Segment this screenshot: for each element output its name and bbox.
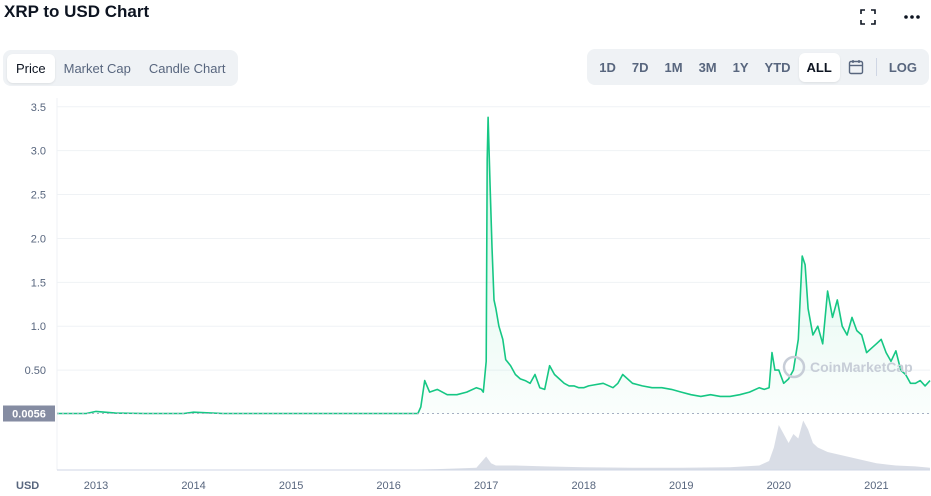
price-series [57, 116, 931, 415]
tab-candle-chart[interactable]: Candle Chart [148, 60, 226, 76]
volume-area [388, 420, 931, 470]
y-axis: 0.50 1.0 1.5 2.0 2.5 3.0 3.5 [25, 102, 46, 377]
chart-actions [857, 6, 923, 28]
y-tick-label: 1.0 [31, 321, 46, 333]
price-area-fill [57, 117, 930, 415]
fullscreen-icon[interactable] [857, 6, 879, 28]
range-all[interactable]: ALL [798, 52, 840, 82]
log-toggle[interactable]: LOG [888, 59, 917, 75]
x-tick-label: 2018 [571, 480, 595, 492]
tab-price[interactable]: Price [7, 53, 55, 83]
y-tick-label: 0.50 [25, 365, 46, 377]
x-tick-label: 2015 [279, 480, 303, 492]
current-price-label: 0.0056 [12, 409, 46, 421]
watermark-text: CoinMarketCap [810, 359, 913, 375]
y-tick-label: 3.5 [31, 102, 46, 114]
current-price-marker: 0.0056 [3, 405, 930, 422]
x-tick-label: 2014 [181, 480, 205, 492]
x-tick-label: 2020 [767, 480, 791, 492]
x-tick-label: 2019 [669, 480, 693, 492]
x-tick-label: 2013 [84, 480, 108, 492]
chart-type-tabs: Price Market Cap Candle Chart [3, 50, 239, 86]
y-tick-label: 2.0 [31, 233, 46, 245]
watermark: CoinMarketCap [782, 355, 913, 379]
price-line [57, 116, 931, 415]
range-1m[interactable]: 1M [664, 59, 683, 75]
range-ytd[interactable]: YTD [764, 59, 791, 75]
x-tick-label: 2017 [474, 480, 498, 492]
range-7d[interactable]: 7D [631, 59, 649, 75]
more-icon[interactable] [901, 6, 923, 28]
range-selector: 1D 7D 1M 3M 1Y YTD ALL LOG [587, 49, 929, 85]
range-3m[interactable]: 3M [698, 59, 717, 75]
range-1d[interactable]: 1D [599, 59, 616, 75]
y-tick-label: 1.5 [31, 277, 46, 289]
y-tick-label: 2.5 [31, 190, 46, 202]
x-tick-label: 2021 [864, 480, 888, 492]
range-1y[interactable]: 1Y [732, 59, 749, 75]
x-axis: 2013 2014 2015 2016 2017 2018 2019 2020 2021 [84, 480, 889, 492]
volume-axis-label: USD [16, 480, 39, 492]
tab-market-cap[interactable]: Market Cap [63, 60, 131, 76]
y-tick-label: 3.0 [31, 146, 46, 158]
current-price-badge [3, 405, 55, 422]
range-divider [875, 58, 877, 76]
x-tick-label: 2016 [376, 480, 400, 492]
page-title: XRP to USD Chart [4, 2, 150, 21]
volume-bars [57, 420, 931, 471]
calendar-icon[interactable] [840, 53, 872, 81]
